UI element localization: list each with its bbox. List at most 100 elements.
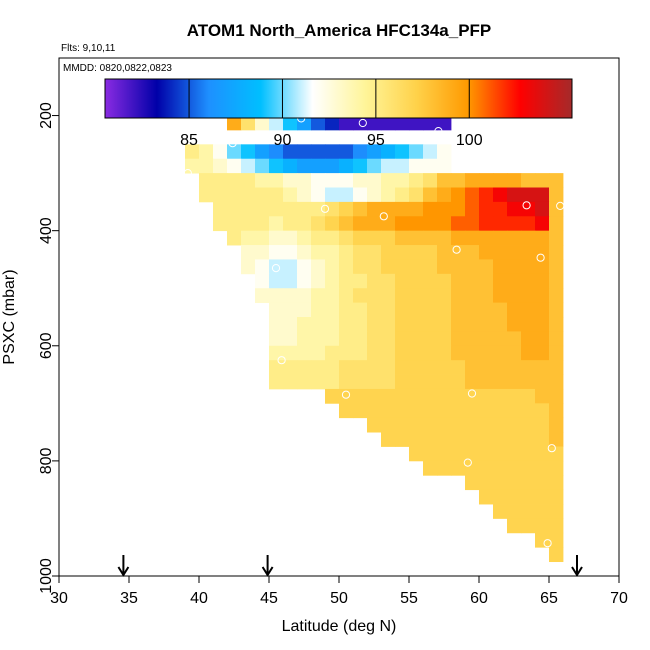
- heatmap-cell: [367, 259, 382, 275]
- heatmap-cell: [493, 460, 508, 476]
- heatmap-cell: [437, 273, 452, 289]
- sample-point: [341, 390, 351, 399]
- heatmap-cell: [297, 201, 312, 217]
- heatmap-cell: [535, 432, 550, 447]
- heatmap-cell: [283, 173, 298, 188]
- heatmap-cell: [395, 144, 410, 160]
- heatmap-cell: [297, 360, 312, 375]
- heatmap-cell: [451, 187, 466, 203]
- heatmap-cell: [521, 288, 536, 304]
- heatmap-cell: [241, 187, 256, 203]
- heatmap-cell: [269, 273, 284, 289]
- heatmap-cell: [423, 388, 438, 404]
- heatmap-cell: [381, 173, 396, 188]
- heatmap-cell: [311, 374, 326, 390]
- colorbar-tick-label: 100: [456, 132, 483, 149]
- heatmap-cell: [325, 216, 340, 232]
- heatmap-cell: [353, 216, 368, 232]
- heatmap-cell: [465, 216, 480, 232]
- heatmap-cell: [437, 374, 452, 390]
- heatmap-cell: [409, 432, 424, 447]
- heatmap-cell: [269, 360, 284, 375]
- heatmap-cell: [535, 216, 550, 232]
- heatmap-cell: [353, 374, 368, 390]
- heatmap-cell: [311, 144, 326, 160]
- heatmap-cell: [521, 475, 536, 491]
- heatmap-cell: [451, 273, 466, 289]
- heatmap-cell: [283, 317, 298, 332]
- heatmap-cell: [311, 201, 326, 217]
- heatmap-cell: [465, 187, 480, 203]
- heatmap-cell: [437, 259, 452, 275]
- heatmap-cell: [479, 201, 494, 217]
- heatmap-cell: [269, 317, 284, 332]
- heatmap-cell: [283, 331, 298, 347]
- heatmap-cell: [451, 201, 466, 217]
- heatmap-cell: [227, 173, 242, 188]
- heatmap-cell: [493, 374, 508, 390]
- heatmap-cell: [381, 230, 396, 246]
- x-tick-label: 40: [190, 590, 208, 607]
- heatmap-cell: [367, 273, 382, 289]
- heatmap-cell: [451, 288, 466, 304]
- heatmap-cell: [213, 201, 228, 217]
- heatmap-cell: [339, 331, 354, 347]
- heatmap-cell: [451, 417, 466, 433]
- heatmap-cell: [339, 403, 354, 419]
- heatmap-cell: [325, 360, 340, 375]
- heatmap-cell: [241, 144, 256, 160]
- x-tick-label: 65: [540, 590, 558, 607]
- heatmap-cell: [381, 432, 396, 447]
- heatmap-cell: [451, 331, 466, 347]
- heatmap-cell: [437, 388, 452, 404]
- heatmap-cell: [311, 345, 326, 361]
- heatmap-cell: [409, 115, 424, 131]
- heatmap-cell: [381, 317, 396, 332]
- heatmap-cell: [395, 374, 410, 390]
- heatmap-cell: [465, 273, 480, 289]
- heatmap-cell: [479, 317, 494, 332]
- heatmap-cell: [381, 115, 396, 131]
- heatmap-cell: [255, 144, 270, 160]
- heatmap-cell: [311, 245, 326, 260]
- heatmap-cell: [451, 302, 466, 318]
- heatmap-cell: [241, 230, 256, 246]
- heatmap-cell: [227, 216, 242, 232]
- heatmap-cell: [409, 273, 424, 289]
- heatmap-cell: [423, 302, 438, 318]
- colorbar-gradient: [104, 78, 573, 119]
- heatmap-cell: [367, 302, 382, 318]
- heatmap-cell: [521, 374, 536, 390]
- heatmap-cell: [409, 388, 424, 404]
- heatmap-cell: [451, 216, 466, 232]
- heatmap-cell: [507, 403, 522, 419]
- heatmap-cell: [409, 144, 424, 160]
- heatmap-cell: [283, 273, 298, 289]
- heatmap-cell: [465, 173, 480, 188]
- heatmap-cell: [423, 432, 438, 447]
- heatmap-cell: [549, 273, 564, 289]
- heatmap-cell: [479, 475, 494, 491]
- heatmap-cell: [283, 259, 298, 275]
- heatmap-cell: [381, 273, 396, 289]
- x-tick-label: 35: [120, 590, 138, 607]
- sample-point: [556, 201, 565, 210]
- heatmap-cell: [241, 245, 256, 260]
- heatmap-cell: [283, 187, 298, 203]
- heatmap-cell: [199, 144, 214, 160]
- heatmap-cell: [353, 317, 368, 332]
- heatmap-cell: [423, 216, 438, 232]
- heatmap-cell: [297, 187, 312, 203]
- heatmap-cell: [255, 173, 270, 188]
- heatmap-cell: [521, 259, 536, 275]
- heatmap-cell: [311, 158, 326, 174]
- heatmap-cell: [437, 187, 452, 203]
- heatmap-cell: [493, 489, 508, 505]
- heatmap-cell: [507, 417, 522, 433]
- heatmap-cell: [549, 245, 564, 260]
- heatmap-cell: [381, 187, 396, 203]
- heatmap-cell: [353, 201, 368, 217]
- heatmap-cell: [283, 216, 298, 232]
- heatmap-cell: [549, 230, 564, 246]
- heatmap-cell: [423, 446, 438, 462]
